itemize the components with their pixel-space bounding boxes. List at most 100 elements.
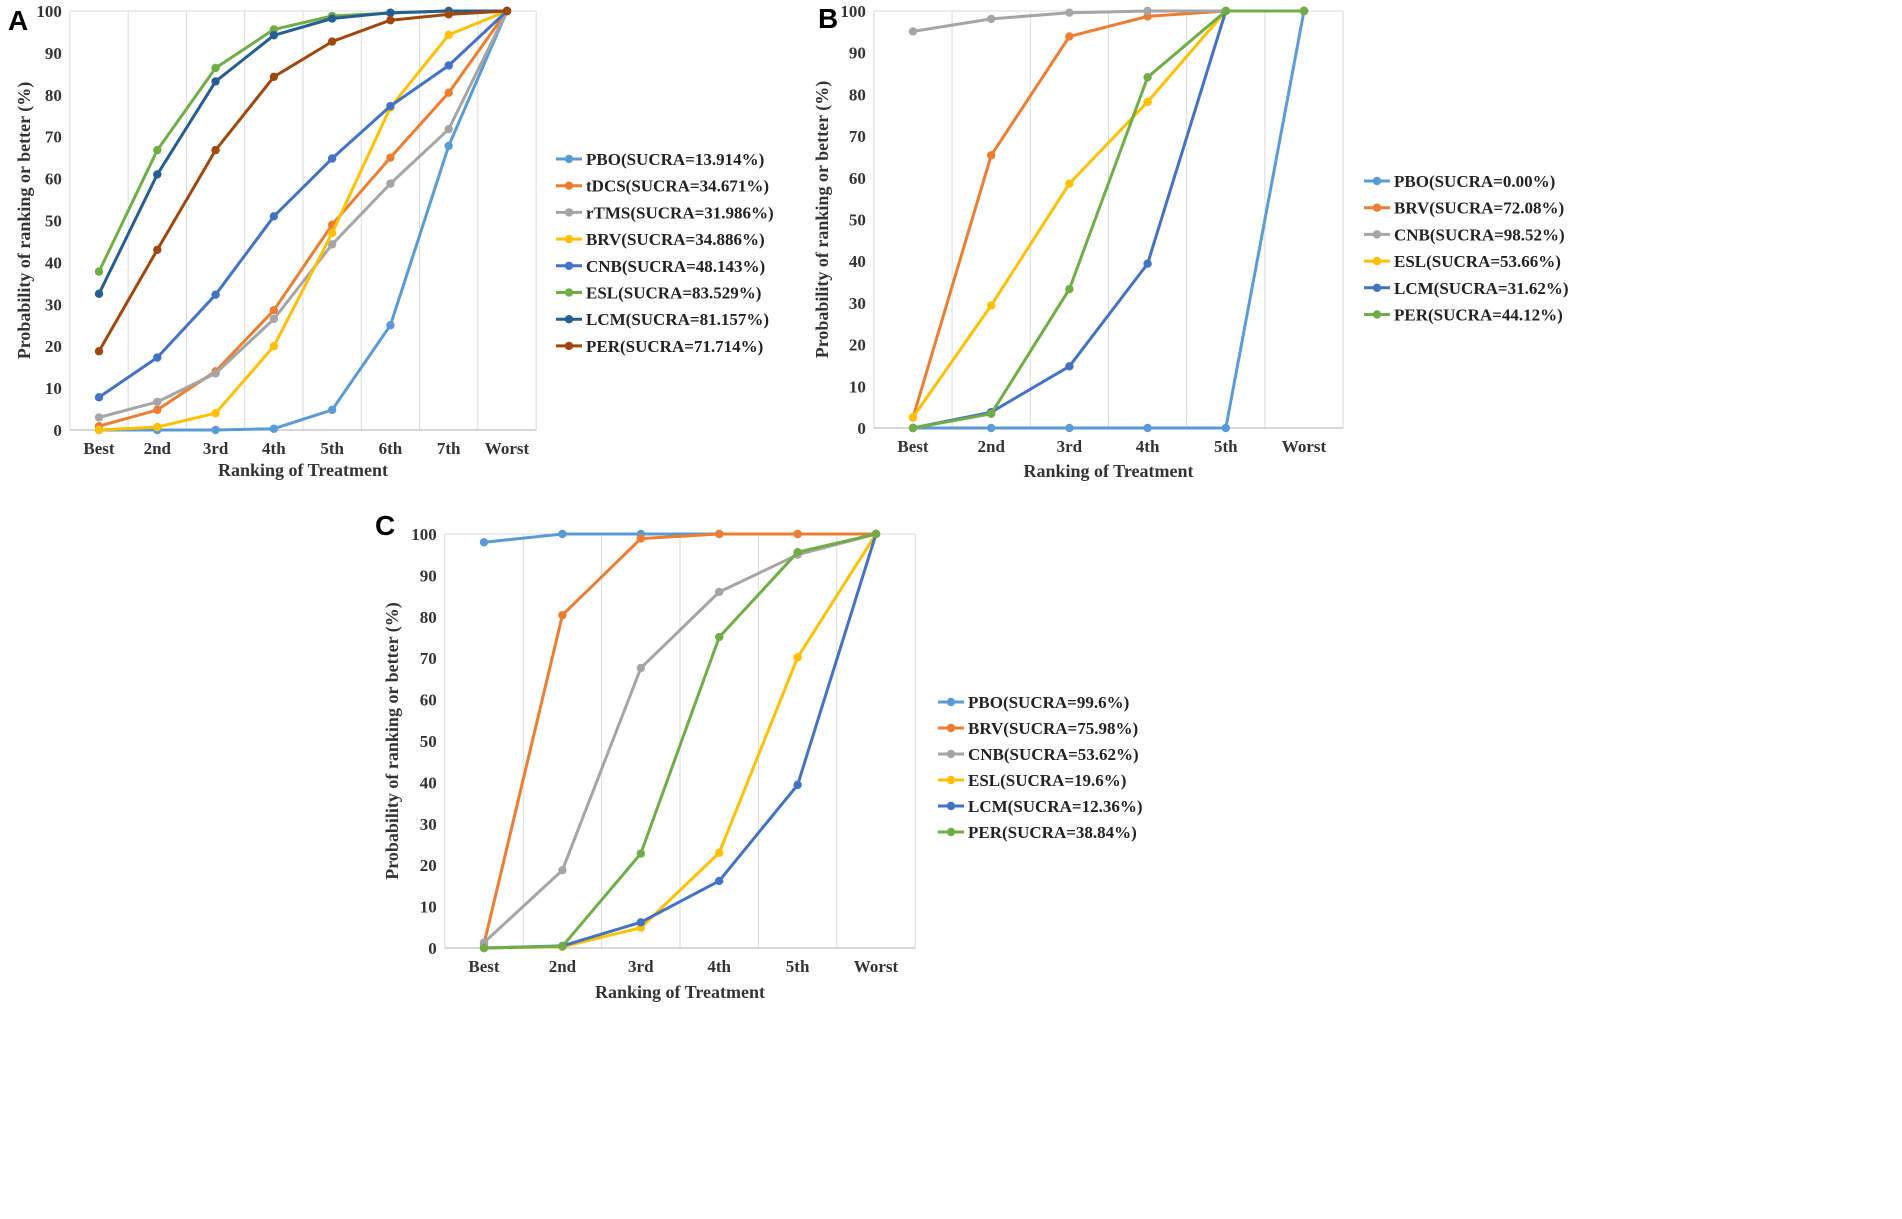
- x-tick-label: 7th: [437, 439, 461, 458]
- y-tick-label: 0: [53, 421, 62, 440]
- legend-entry: PBO(SUCRA=99.6%): [968, 693, 1129, 712]
- data-point: [502, 6, 512, 16]
- y-tick-label: 0: [428, 939, 437, 958]
- series-line: [98, 10, 509, 419]
- y-tick-label: 80: [420, 608, 437, 627]
- legend-entry: LCM(SUCRA=12.36%): [968, 797, 1142, 816]
- series-line: [482, 532, 876, 945]
- x-tick-label: Worst: [485, 439, 530, 458]
- legend-entry: ESL(SUCRA=19.6%): [968, 771, 1126, 790]
- data-point: [153, 145, 162, 155]
- data-point: [269, 305, 279, 315]
- y-tick-label: 30: [45, 295, 62, 314]
- y-tick-label: 10: [420, 898, 437, 917]
- legend-marker: [946, 723, 956, 733]
- legend-marker: [946, 827, 956, 837]
- series-line: [913, 10, 1306, 430]
- data-point: [94, 393, 104, 402]
- legend-marker: [564, 234, 574, 244]
- panel-c: C 0 10 20 30 40 50 60 70 80 90 100 Best 2nd 3rd 4th 5th W…: [375, 510, 1142, 1002]
- data-point: [793, 780, 802, 790]
- x-tick-label: 4th: [707, 957, 731, 976]
- data-point: [1143, 73, 1152, 82]
- data-point: [386, 321, 395, 330]
- data-point: [153, 353, 162, 362]
- series-line: [98, 9, 509, 399]
- y-tick-label: 10: [45, 379, 62, 398]
- x-tick-label: 2nd: [549, 957, 577, 976]
- data-point: [444, 10, 453, 19]
- y-tick-label: 60: [420, 691, 437, 710]
- data-point: [558, 610, 567, 620]
- data-point: [386, 101, 395, 111]
- series-line: [99, 10, 509, 432]
- series-line: [97, 9, 507, 295]
- y-tick-label: 20: [849, 336, 866, 355]
- data-point: [94, 347, 104, 356]
- data-point: [636, 918, 645, 927]
- data-point: [715, 529, 724, 539]
- x-tick-label: 4th: [1136, 437, 1160, 456]
- y-tick-label: 40: [849, 252, 866, 271]
- x-tick-label: 5th: [786, 957, 810, 976]
- x-axis-title: Ranking of Treatment: [218, 460, 388, 480]
- x-tick-label: Best: [468, 957, 500, 976]
- x-axis-title: Ranking of Treatment: [595, 982, 765, 1002]
- x-tick-label: 3rd: [203, 439, 229, 458]
- data-point: [1143, 6, 1152, 16]
- legend-marker: [946, 801, 956, 811]
- data-point: [1143, 259, 1152, 268]
- data-point: [908, 27, 918, 36]
- legend-marker: [946, 697, 956, 707]
- data-point: [1065, 8, 1074, 17]
- data-point: [211, 63, 220, 73]
- legend-marker: [564, 208, 574, 217]
- legend-entry: ESL(SUCRA=53.66%): [1394, 252, 1561, 271]
- data-point: [269, 25, 279, 34]
- data-point: [1143, 423, 1152, 433]
- data-point: [211, 290, 220, 299]
- legend-entry: ESL(SUCRA=83.529%): [586, 284, 761, 303]
- x-tick-label: 2nd: [144, 439, 172, 458]
- series-line: [912, 9, 1304, 430]
- legend-entry: tDCS(SUCRA=34.671%): [586, 177, 769, 196]
- data-point: [1221, 423, 1231, 433]
- data-point: [987, 409, 996, 419]
- legend-marker: [564, 261, 574, 270]
- data-point: [327, 154, 337, 163]
- legend-marker: [564, 315, 574, 324]
- data-point: [153, 405, 162, 415]
- data-point: [1065, 423, 1074, 433]
- data-point: [211, 369, 220, 378]
- data-point: [444, 88, 453, 97]
- data-point: [1299, 6, 1309, 16]
- data-point: [558, 529, 567, 539]
- data-point: [1221, 6, 1231, 16]
- legend-entry: PER(SUCRA=38.84%): [968, 823, 1137, 842]
- x-tick-label: 6th: [379, 439, 403, 458]
- y-tick-label: 70: [420, 649, 437, 668]
- y-tick-label: 60: [45, 170, 62, 189]
- panel-a: A 0 10 20 30 40 50 60 70 80 90 100 Best 2nd 3rd 4th 5th 6…: [8, 2, 774, 480]
- data-point: [269, 342, 279, 351]
- legend-entry: LCM(SUCRA=81.157%): [586, 310, 769, 329]
- legend-marker: [1372, 310, 1382, 319]
- legend-entry: BRV(SUCRA=34.886%): [586, 230, 765, 249]
- y-tick-label: 70: [45, 128, 62, 147]
- legend-marker: [564, 181, 574, 190]
- data-point: [327, 37, 337, 46]
- y-tick-label: 100: [840, 2, 866, 21]
- data-point: [1065, 32, 1074, 41]
- data-point: [153, 245, 162, 255]
- y-axis-title: Probability of ranking or better (%): [812, 81, 833, 359]
- x-tick-label: 4th: [262, 439, 286, 458]
- data-point: [444, 61, 453, 70]
- data-point: [327, 405, 337, 415]
- data-point: [871, 529, 881, 539]
- legend-marker: [1372, 283, 1382, 292]
- series-line: [98, 10, 509, 428]
- data-point: [715, 587, 724, 597]
- y-tick-label: 50: [420, 732, 437, 751]
- data-point: [1065, 362, 1074, 371]
